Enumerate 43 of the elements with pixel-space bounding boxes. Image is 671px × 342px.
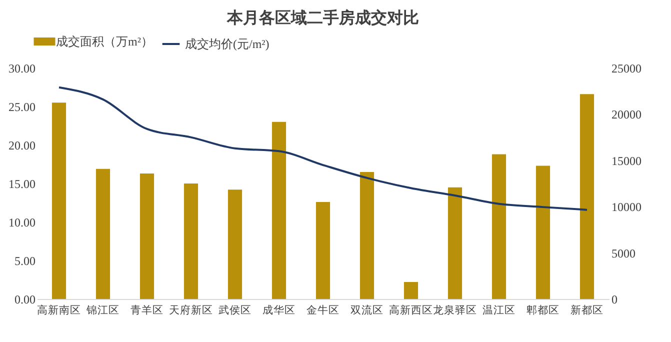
x-tick-label: 锦江区 bbox=[86, 304, 120, 316]
bar bbox=[272, 122, 286, 299]
legend-label: 成交均价(元/m²) bbox=[185, 37, 270, 51]
x-tick-label: 青羊区 bbox=[130, 304, 164, 316]
bar bbox=[184, 184, 198, 299]
chart-title: 本月各区域二手房成交对比 bbox=[226, 8, 419, 27]
y-tick-label: 30.00 bbox=[8, 62, 36, 76]
bar bbox=[316, 202, 330, 299]
y-tick-label: 5.00 bbox=[14, 254, 36, 268]
y-tick-label: 15.00 bbox=[8, 177, 36, 191]
bar bbox=[580, 94, 594, 299]
y2-tick-label: 10000 bbox=[612, 200, 642, 214]
x-tick-label: 成华区 bbox=[262, 304, 296, 316]
x-tick-label: 高新西区 bbox=[389, 304, 433, 316]
x-tick-label: 新都区 bbox=[570, 304, 604, 316]
y-tick-label: 20.00 bbox=[8, 138, 36, 152]
x-tick-label: 高新南区 bbox=[37, 304, 81, 316]
x-tick-label: 武侯区 bbox=[218, 304, 252, 316]
bar bbox=[492, 154, 506, 299]
y-tick-label: 0.00 bbox=[14, 292, 36, 306]
bar bbox=[228, 190, 242, 299]
line-series bbox=[58, 86, 588, 211]
bar bbox=[536, 166, 550, 299]
x-tick-label: 龙泉驿区 bbox=[433, 304, 477, 316]
y2-tick-label: 25000 bbox=[612, 62, 642, 76]
y2-tick-label: 5000 bbox=[612, 246, 636, 260]
legend-label: 成交面积（万m²） bbox=[56, 34, 153, 48]
y-tick-label: 10.00 bbox=[8, 216, 36, 230]
y2-tick-label: 20000 bbox=[612, 108, 642, 122]
x-tick-label: 金牛区 bbox=[306, 304, 340, 316]
y2-tick-label: 15000 bbox=[612, 154, 642, 168]
x-tick-label: 温江区 bbox=[482, 304, 516, 316]
bar bbox=[404, 282, 418, 299]
bar bbox=[448, 187, 462, 299]
x-tick-label: 双流区 bbox=[350, 304, 384, 316]
bar bbox=[360, 172, 374, 299]
bar bbox=[52, 102, 66, 299]
bar bbox=[140, 173, 154, 299]
x-tick-label: 郫都区 bbox=[526, 304, 560, 316]
bar bbox=[96, 168, 110, 299]
y2-tick-label: 0 bbox=[612, 292, 618, 306]
y-tick-label: 25.00 bbox=[8, 100, 36, 114]
x-tick-label: 天府新区 bbox=[169, 304, 213, 316]
